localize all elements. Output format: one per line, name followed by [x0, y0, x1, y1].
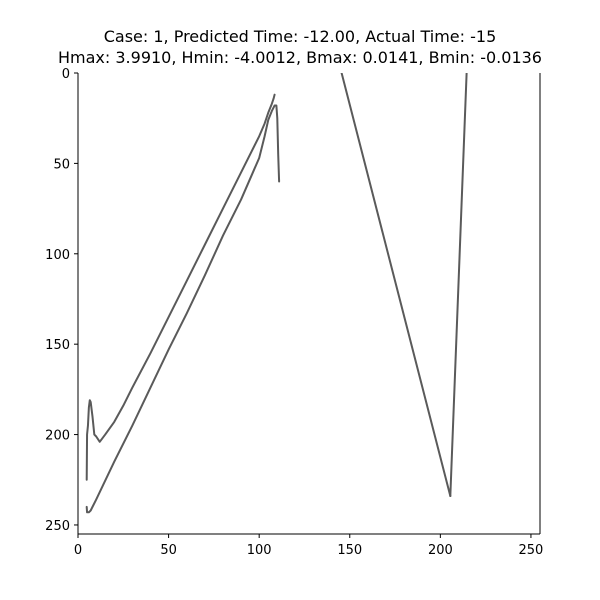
series-line-2 — [85, 104, 281, 514]
x-tick-label-2: 100 — [247, 543, 272, 558]
x-tick-label-5: 250 — [519, 543, 544, 558]
plot-lines — [85, 73, 468, 514]
series-line-3 — [340, 73, 452, 498]
y-tick-label-1: 50 — [53, 157, 70, 172]
axes — [77, 73, 541, 535]
x-tick-label-0: 0 — [74, 543, 82, 558]
y-tick-label-4: 200 — [45, 429, 70, 444]
chart-title-line-2: Hmax: 3.9910, Hmin: -4.0012, Bmax: 0.014… — [58, 48, 542, 67]
series-line-4 — [449, 73, 468, 498]
x-tick-label-1: 50 — [160, 543, 177, 558]
series-line-1 — [85, 93, 276, 481]
y-tick-label-2: 100 — [45, 248, 70, 263]
y-tick-label-3: 150 — [45, 338, 70, 353]
y-tick-label-5: 250 — [45, 519, 70, 534]
x-tick-label-3: 150 — [337, 543, 362, 558]
x-tick-label-4: 200 — [428, 543, 453, 558]
chart-title-line-1: Case: 1, Predicted Time: -12.00, Actual … — [103, 27, 497, 46]
y-tick-label-0: 0 — [62, 67, 70, 82]
axis-ticks: 0 50 100 150 200 250 0 50 100 150 200 250 — [45, 67, 543, 558]
